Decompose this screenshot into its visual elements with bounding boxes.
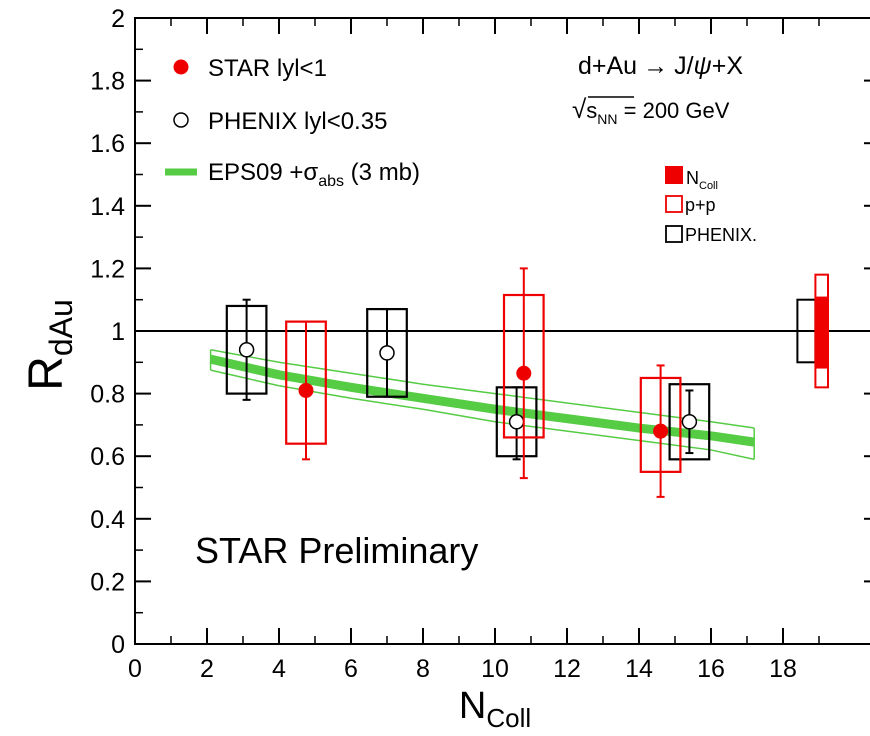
- phenix-point: [681, 414, 698, 430]
- energy-sub: NN: [597, 111, 617, 127]
- energy-label: √sNN = 200 GeV: [572, 94, 730, 127]
- x-tick-label: 6: [344, 655, 358, 683]
- reaction-arrow: →: [643, 52, 668, 80]
- y-tick-label: 0.8: [90, 381, 125, 409]
- y-axis-title-sub: dAu: [43, 299, 79, 356]
- y-tick-label: 0.2: [90, 568, 125, 596]
- eps09-central-line: [209, 354, 755, 447]
- legend-phenix-marker: [173, 112, 189, 128]
- x-tick-label: 10: [481, 655, 509, 683]
- y-tick-label: 1.6: [90, 130, 125, 158]
- plot-frame: [134, 17, 870, 645]
- legend-eps09-post: (3 mb): [344, 159, 420, 186]
- data-points: [225, 267, 711, 498]
- legend-eps09-sub: abs: [318, 173, 344, 190]
- y-tick-label: 1.2: [90, 255, 125, 283]
- x-tick-label: 2: [200, 655, 214, 683]
- box-legend-ncoll-swatch: [665, 166, 683, 184]
- x-tick-label: 12: [553, 655, 581, 683]
- star-point: [516, 365, 532, 381]
- energy-s: s: [586, 98, 597, 123]
- y-axis-title: RdAu: [20, 299, 79, 391]
- phenix-sys-box: [668, 383, 711, 461]
- energy-sqrt: √: [572, 94, 587, 124]
- y-tick-label: 0.6: [90, 443, 125, 471]
- box-legend-ncoll-sub: Coll: [699, 180, 718, 192]
- x-axis-title-main: N: [459, 685, 486, 727]
- y-tick-label: 0: [111, 631, 125, 659]
- x-tick-label: 8: [416, 655, 430, 683]
- legend-eps09-label: EPS09 +σabs (3 mb): [208, 159, 420, 190]
- x-tick-label: 18: [769, 655, 797, 683]
- reaction-lhs: d+Au: [578, 52, 637, 80]
- y-tick-label: 2: [111, 5, 125, 33]
- y-tick-label: 0.4: [90, 506, 125, 534]
- star-point: [298, 382, 314, 398]
- box-legend-phenix-label: PHENIX.: [685, 225, 757, 245]
- y-tick-label: 1.8: [90, 68, 125, 96]
- reaction-rhs-pre: J/: [674, 52, 694, 80]
- phenix-point: [379, 345, 395, 361]
- tick-labels: 0 0.2 0.4 0.6 0.8 1 1.2 1.4 1.6 1.8 2 0 2 4 6 8 10 12 14 16…: [90, 5, 797, 683]
- x-axis-title-sub: Coll: [486, 703, 531, 733]
- legend-star-marker: [173, 59, 189, 75]
- legend-phenix-label: PHENIX lyl<0.35: [208, 108, 387, 135]
- reaction-label: d+Au → J/ψ+X: [578, 52, 743, 80]
- reaction-rhs-post: +X: [712, 52, 744, 80]
- x-axis-title: NColl: [459, 685, 531, 733]
- norm-box-ncoll: [815, 296, 828, 369]
- star-preliminary-annotation: STAR Preliminary: [195, 530, 478, 571]
- x-tick-label: 0: [128, 655, 142, 683]
- phenix-point: [508, 414, 525, 430]
- box-legend-ncoll-main: N: [686, 168, 699, 188]
- legend-star-label: STAR lyl<1: [208, 55, 327, 82]
- y-axis-title-main: R: [20, 356, 73, 391]
- phenix-point: [238, 342, 255, 358]
- x-tick-label: 14: [625, 655, 653, 683]
- box-legend-pp-swatch: [665, 195, 683, 213]
- normalization-boxes: [796, 273, 830, 389]
- x-tick-label: 16: [697, 655, 725, 683]
- star-point: [653, 423, 669, 439]
- y-tick-label: 1.4: [90, 193, 125, 221]
- y-tick-label: 1: [111, 318, 125, 346]
- x-tick-label: 4: [272, 655, 286, 683]
- legend-eps09-pre: EPS09 +σ: [208, 159, 318, 186]
- box-legend-pp-label: p+p: [685, 195, 716, 215]
- box-legend-phenix-swatch: [665, 225, 683, 243]
- reaction-psi: ψ: [694, 52, 712, 80]
- eps09-upper-band: [210, 349, 755, 429]
- energy-value: = 200 GeV: [618, 98, 730, 123]
- box-legend-ncoll-label: NColl: [686, 168, 718, 192]
